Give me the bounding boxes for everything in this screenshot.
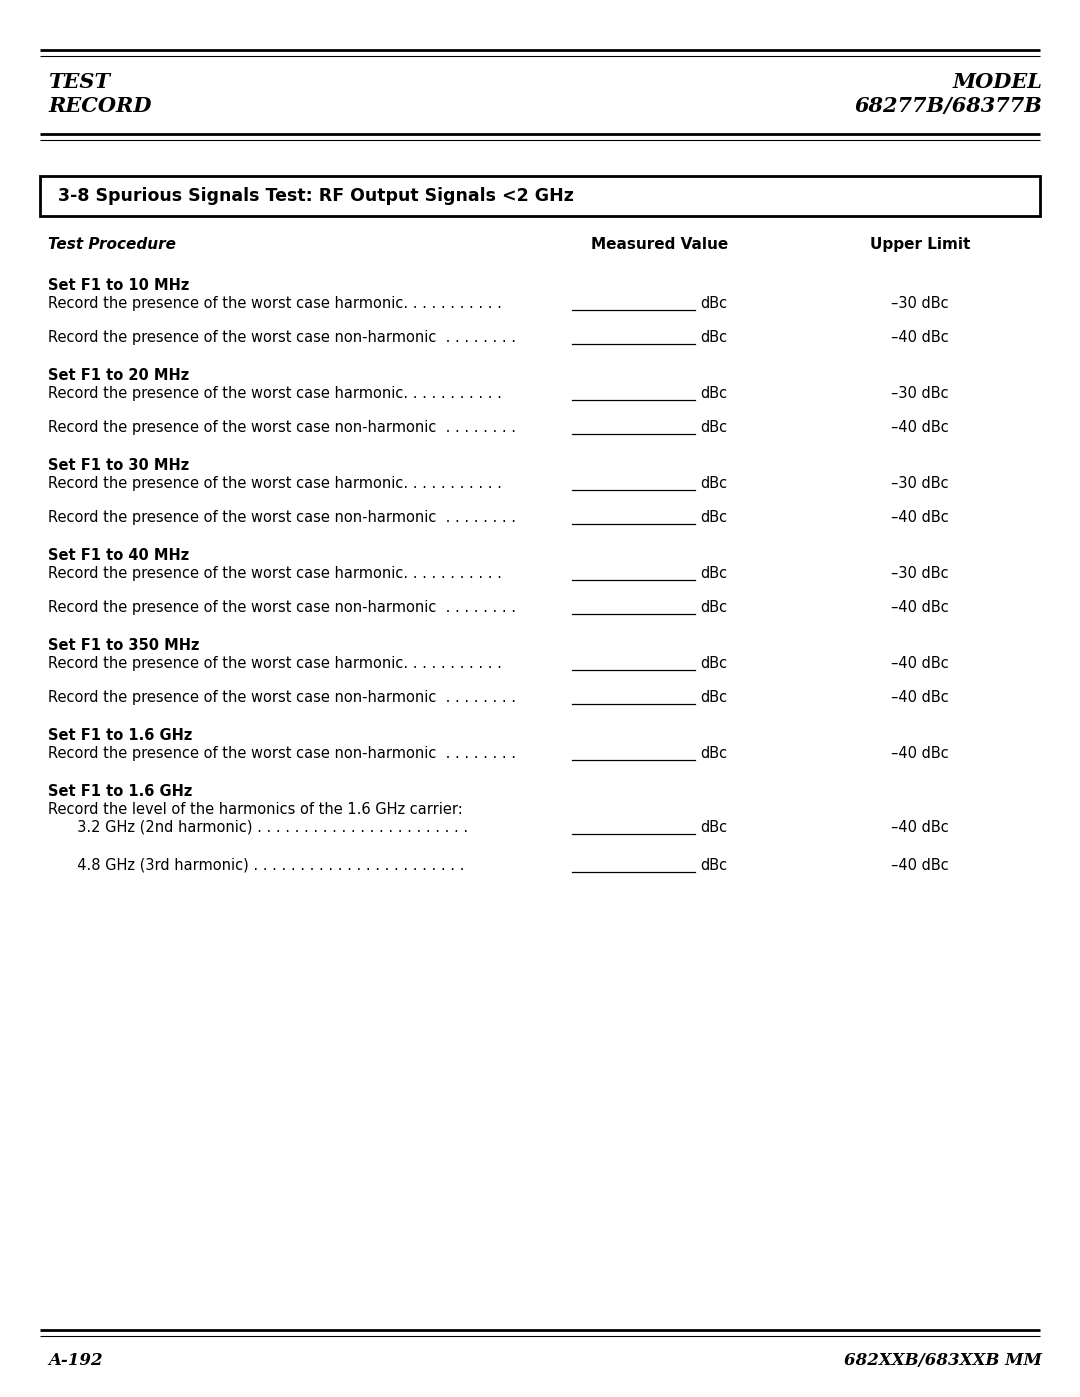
- Text: –40 dBc: –40 dBc: [891, 858, 949, 873]
- Text: Set F1 to 40 MHz: Set F1 to 40 MHz: [48, 548, 189, 563]
- Text: Upper Limit: Upper Limit: [869, 237, 970, 251]
- Text: Record the level of the harmonics of the 1.6 GHz carrier:: Record the level of the harmonics of the…: [48, 802, 462, 817]
- Text: –40 dBc: –40 dBc: [891, 420, 949, 434]
- Text: –40 dBc: –40 dBc: [891, 510, 949, 525]
- Text: Set F1 to 1.6 GHz: Set F1 to 1.6 GHz: [48, 728, 192, 743]
- Text: RECORD: RECORD: [48, 96, 151, 116]
- Text: dBc: dBc: [700, 476, 727, 490]
- Text: Record the presence of the worst case harmonic. . . . . . . . . . .: Record the presence of the worst case ha…: [48, 296, 502, 312]
- Text: dBc: dBc: [700, 746, 727, 761]
- Text: –30 dBc: –30 dBc: [891, 386, 949, 401]
- Text: Test Procedure: Test Procedure: [48, 237, 176, 251]
- Text: –40 dBc: –40 dBc: [891, 746, 949, 761]
- Text: 4.8 GHz (3rd harmonic) . . . . . . . . . . . . . . . . . . . . . . .: 4.8 GHz (3rd harmonic) . . . . . . . . .…: [68, 858, 464, 873]
- Text: MODEL: MODEL: [953, 73, 1042, 92]
- Text: –30 dBc: –30 dBc: [891, 566, 949, 581]
- Text: Set F1 to 10 MHz: Set F1 to 10 MHz: [48, 278, 189, 293]
- Text: dBc: dBc: [700, 566, 727, 581]
- Text: Record the presence of the worst case non-harmonic  . . . . . . . .: Record the presence of the worst case no…: [48, 510, 516, 525]
- Text: dBc: dBc: [700, 386, 727, 401]
- Text: dBc: dBc: [700, 858, 727, 873]
- Text: dBc: dBc: [700, 296, 727, 312]
- Text: –40 dBc: –40 dBc: [891, 330, 949, 345]
- Text: –30 dBc: –30 dBc: [891, 296, 949, 312]
- Text: 682XXB/683XXB MM: 682XXB/683XXB MM: [845, 1352, 1042, 1369]
- Text: dBc: dBc: [700, 599, 727, 615]
- Text: Record the presence of the worst case harmonic. . . . . . . . . . .: Record the presence of the worst case ha…: [48, 566, 502, 581]
- Text: Set F1 to 350 MHz: Set F1 to 350 MHz: [48, 638, 200, 652]
- Text: dBc: dBc: [700, 330, 727, 345]
- Text: Record the presence of the worst case non-harmonic  . . . . . . . .: Record the presence of the worst case no…: [48, 599, 516, 615]
- Text: 68277B/68377B: 68277B/68377B: [854, 96, 1042, 116]
- Text: Record the presence of the worst case harmonic. . . . . . . . . . .: Record the presence of the worst case ha…: [48, 386, 502, 401]
- Text: Record the presence of the worst case non-harmonic  . . . . . . . .: Record the presence of the worst case no…: [48, 330, 516, 345]
- Text: 3-8 Spurious Signals Test: RF Output Signals <2 GHz: 3-8 Spurious Signals Test: RF Output Sig…: [58, 187, 573, 205]
- Text: dBc: dBc: [700, 657, 727, 671]
- Text: dBc: dBc: [700, 690, 727, 705]
- Text: Record the presence of the worst case non-harmonic  . . . . . . . .: Record the presence of the worst case no…: [48, 690, 516, 705]
- Text: dBc: dBc: [700, 510, 727, 525]
- Text: TEST: TEST: [48, 73, 110, 92]
- Text: Measured Value: Measured Value: [592, 237, 729, 251]
- Text: Record the presence of the worst case harmonic. . . . . . . . . . .: Record the presence of the worst case ha…: [48, 657, 502, 671]
- Text: Record the presence of the worst case non-harmonic  . . . . . . . .: Record the presence of the worst case no…: [48, 420, 516, 434]
- Text: –30 dBc: –30 dBc: [891, 476, 949, 490]
- Text: –40 dBc: –40 dBc: [891, 690, 949, 705]
- Text: dBc: dBc: [700, 420, 727, 434]
- Text: dBc: dBc: [700, 820, 727, 835]
- Text: –40 dBc: –40 dBc: [891, 657, 949, 671]
- Text: A-192: A-192: [48, 1352, 103, 1369]
- Text: Set F1 to 20 MHz: Set F1 to 20 MHz: [48, 367, 189, 383]
- Text: Record the presence of the worst case harmonic. . . . . . . . . . .: Record the presence of the worst case ha…: [48, 476, 502, 490]
- Text: –40 dBc: –40 dBc: [891, 820, 949, 835]
- Text: –40 dBc: –40 dBc: [891, 599, 949, 615]
- Text: 3.2 GHz (2nd harmonic) . . . . . . . . . . . . . . . . . . . . . . .: 3.2 GHz (2nd harmonic) . . . . . . . . .…: [68, 820, 468, 835]
- Text: Set F1 to 30 MHz: Set F1 to 30 MHz: [48, 458, 189, 474]
- Text: Record the presence of the worst case non-harmonic  . . . . . . . .: Record the presence of the worst case no…: [48, 746, 516, 761]
- Text: Set F1 to 1.6 GHz: Set F1 to 1.6 GHz: [48, 784, 192, 799]
- Bar: [40, 176, 1040, 217]
